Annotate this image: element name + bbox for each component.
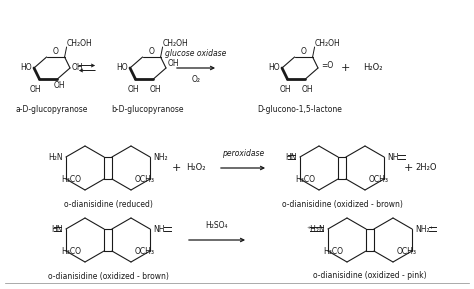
Text: H₂SO₄: H₂SO₄ (206, 221, 228, 231)
Text: O: O (149, 47, 155, 56)
Text: o-dianisidine (reduced): o-dianisidine (reduced) (64, 199, 153, 208)
Text: D-glucono-1,5-lactone: D-glucono-1,5-lactone (257, 105, 342, 114)
Text: b-D-glucopyranose: b-D-glucopyranose (112, 105, 184, 114)
Text: OCH₃: OCH₃ (397, 247, 417, 256)
Text: o-dianisidine (oxidized - pink): o-dianisidine (oxidized - pink) (313, 271, 427, 281)
Text: H₂O₂: H₂O₂ (186, 164, 206, 173)
Text: H₃CO: H₃CO (323, 247, 343, 256)
Text: OH: OH (72, 64, 83, 73)
Text: OH: OH (54, 81, 65, 90)
Text: OH: OH (128, 85, 139, 94)
Text: NH₂⁺: NH₂⁺ (415, 225, 434, 234)
Text: HO: HO (268, 64, 280, 73)
Text: O₂: O₂ (191, 75, 201, 84)
Text: OH: OH (150, 85, 161, 94)
Text: HO: HO (20, 64, 32, 73)
Text: H₂O₂: H₂O₂ (363, 64, 383, 73)
Text: OCH₃: OCH₃ (135, 175, 155, 184)
Text: CH₂OH: CH₂OH (315, 38, 340, 47)
Text: OH: OH (301, 85, 313, 94)
Text: OH: OH (280, 85, 291, 94)
Text: o-dianisidine (oxidized - brown): o-dianisidine (oxidized - brown) (282, 199, 402, 208)
Text: glucose oxidase: glucose oxidase (165, 49, 227, 58)
Text: ⁺H₂N: ⁺H₂N (306, 225, 325, 234)
Text: +: + (340, 63, 350, 73)
Text: O: O (53, 47, 58, 56)
Text: HN: HN (52, 225, 63, 234)
Text: H₃CO: H₃CO (61, 247, 81, 256)
Text: H₃CO: H₃CO (61, 175, 81, 184)
Text: H₂N: H₂N (48, 153, 63, 162)
Text: OH: OH (168, 60, 180, 68)
Text: peroxidase: peroxidase (222, 149, 264, 158)
Text: OH: OH (29, 85, 41, 94)
Text: 2H₂O: 2H₂O (415, 164, 437, 173)
Text: O: O (301, 47, 307, 56)
Text: NH₂: NH₂ (153, 153, 168, 162)
Text: CH₂OH: CH₂OH (67, 38, 92, 47)
Text: H₃CO: H₃CO (295, 175, 315, 184)
Text: HN: HN (285, 153, 297, 162)
Text: +: + (403, 163, 413, 173)
Text: a-D-glucopyranose: a-D-glucopyranose (16, 105, 88, 114)
Text: NH: NH (153, 225, 164, 234)
Text: NH: NH (387, 153, 399, 162)
Text: =O: =O (321, 60, 333, 69)
Text: OCH₃: OCH₃ (369, 175, 389, 184)
Text: HO: HO (117, 64, 128, 73)
Text: CH₂OH: CH₂OH (163, 38, 188, 47)
Text: +: + (171, 163, 181, 173)
Text: o-dianisidine (oxidized - brown): o-dianisidine (oxidized - brown) (47, 271, 168, 281)
Text: OCH₃: OCH₃ (135, 247, 155, 256)
